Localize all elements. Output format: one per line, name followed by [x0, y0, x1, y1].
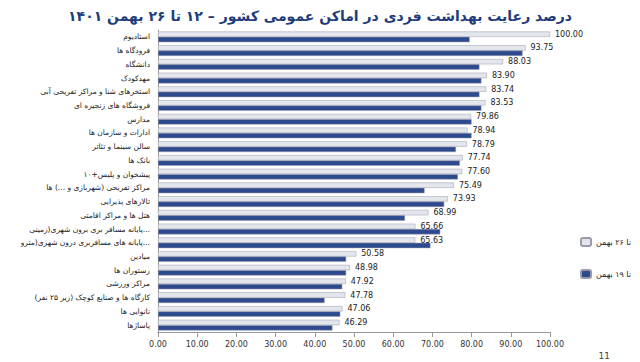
- svg-text:78.94: 78.94: [472, 126, 495, 135]
- svg-text:پاساژها: پاساژها: [127, 321, 150, 330]
- svg-text:سالن سینما و تئاتر: سالن سینما و تئاتر: [91, 142, 150, 151]
- svg-text:مراکز تفریحی (شهربازی و ...) ه: مراکز تفریحی (شهربازی و ...) ها: [46, 183, 150, 192]
- svg-text:77.74: 77.74: [468, 153, 491, 162]
- svg-text:40.00: 40.00: [303, 340, 326, 349]
- svg-text:90.00: 90.00: [499, 340, 522, 349]
- svg-text:نانوایی ها: نانوایی ها: [121, 307, 150, 316]
- svg-text:60.00: 60.00: [382, 340, 405, 349]
- svg-text:83.74: 83.74: [491, 85, 514, 94]
- svg-text:93.75: 93.75: [531, 43, 554, 52]
- svg-text:تا ۱۹ بهمن: تا ۱۹ بهمن: [596, 270, 631, 279]
- svg-text:ادارات و سازمان ها: ادارات و سازمان ها: [89, 128, 150, 137]
- svg-text:47.92: 47.92: [351, 277, 374, 286]
- svg-text:30.00: 30.00: [264, 340, 287, 349]
- svg-text:77.60: 77.60: [467, 167, 490, 176]
- svg-text:11: 11: [599, 351, 610, 361]
- svg-text:70.00: 70.00: [421, 340, 444, 349]
- svg-text:استادیوم: استادیوم: [123, 32, 150, 41]
- svg-text:65.66: 65.66: [420, 222, 443, 231]
- svg-text:پیشخوان و پلیس+۱۰: پیشخوان و پلیس+۱۰: [84, 170, 150, 179]
- svg-text:47.78: 47.78: [350, 291, 373, 300]
- svg-text:100.00: 100.00: [555, 30, 583, 39]
- svg-text:83.90: 83.90: [492, 71, 515, 80]
- svg-text:65.63: 65.63: [420, 236, 443, 245]
- svg-text:تالارهای پذیرایی: تالارهای پذیرایی: [101, 197, 150, 206]
- svg-text:هتل ها و مراکز اقامتی: هتل ها و مراکز اقامتی: [80, 211, 150, 220]
- svg-text:50.00: 50.00: [343, 340, 366, 349]
- svg-text:68.99: 68.99: [433, 208, 456, 217]
- svg-text:کارگاه ها و صنایع کوچک (زیر ۲۵: کارگاه ها و صنایع کوچک (زیر ۲۵ نفر): [35, 293, 151, 302]
- svg-text:73.93: 73.93: [453, 194, 476, 203]
- svg-text:تا ۲۶ بهمن: تا ۲۶ بهمن: [596, 238, 631, 247]
- svg-text:83.53: 83.53: [490, 98, 513, 107]
- svg-text:0.00: 0.00: [149, 340, 167, 349]
- svg-text:88.03: 88.03: [508, 57, 531, 66]
- svg-text:80.00: 80.00: [460, 340, 483, 349]
- svg-text:دانشگاه: دانشگاه: [125, 60, 150, 69]
- svg-text:مراکز ورزشی: مراکز ورزشی: [106, 279, 150, 288]
- svg-text:79.86: 79.86: [476, 112, 499, 121]
- svg-text:48.98: 48.98: [355, 263, 378, 272]
- svg-text:پایانه های مسافربری درون شهری(: پایانه های مسافربری درون شهری(مترو...: [20, 238, 150, 247]
- svg-text:میادین: میادین: [130, 252, 150, 261]
- svg-text:استخرهای شنا و مراکز تفریحی آب: استخرهای شنا و مراکز تفریحی آبی: [40, 86, 150, 96]
- svg-text:مدارس: مدارس: [127, 115, 150, 124]
- svg-text:رستوران ها: رستوران ها: [114, 266, 150, 275]
- svg-text:46.29: 46.29: [344, 318, 367, 327]
- svg-text:78.79: 78.79: [472, 140, 495, 149]
- svg-text:بانک ها: بانک ها: [128, 156, 150, 165]
- svg-text:10.00: 10.00: [186, 340, 209, 349]
- svg-text:75.49: 75.49: [459, 181, 482, 190]
- svg-text:50.58: 50.58: [361, 249, 384, 258]
- svg-text:100.00: 100.00: [536, 340, 564, 349]
- svg-text:فروشگاه های زنجیره ای: فروشگاه های زنجیره ای: [74, 101, 150, 110]
- svg-text:20.00: 20.00: [225, 340, 248, 349]
- svg-text:فرودگاه ها: فرودگاه ها: [117, 46, 151, 55]
- svg-text:مهدکودک: مهدکودک: [121, 74, 150, 83]
- svg-text:47.06: 47.06: [347, 304, 370, 313]
- svg-text:درصد رعایت بهداشت فردی در اماک: درصد رعایت بهداشت فردی در اماکن عمومی کش…: [68, 8, 572, 25]
- svg-text:پایانه مسافر بری برون شهری(زمی: پایانه مسافر بری برون شهری(زمینی...: [29, 225, 150, 234]
